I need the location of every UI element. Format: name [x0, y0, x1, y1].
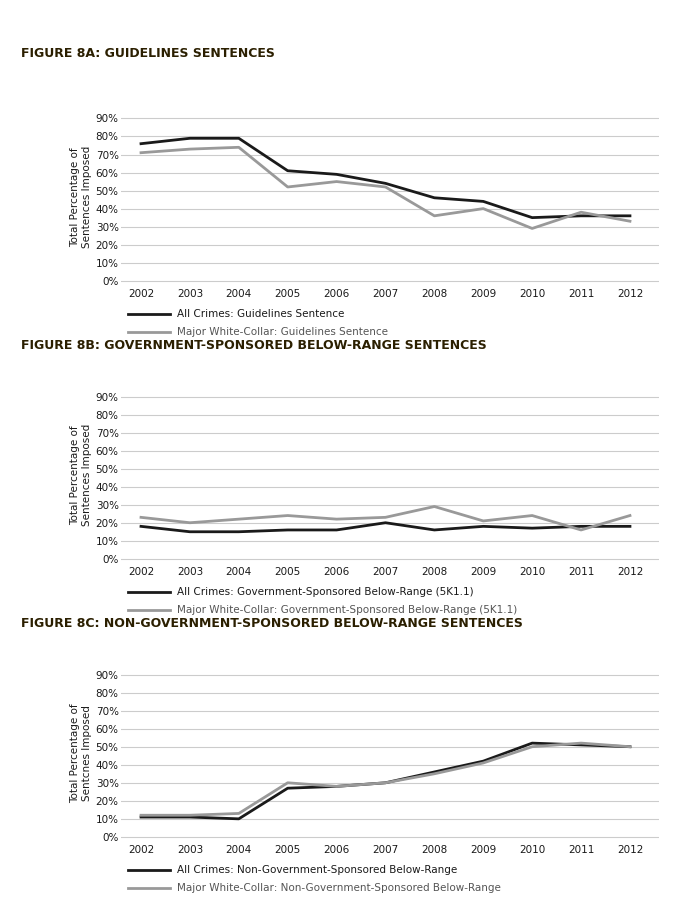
Text: Major White-Collar: Government-Sponsored Below-Range (5K1.1): Major White-Collar: Government-Sponsored…	[177, 605, 517, 615]
Text: FIGURE 8C: NON-GOVERNMENT-SPONSORED BELOW-RANGE SENTENCES: FIGURE 8C: NON-GOVERNMENT-SPONSORED BELO…	[21, 617, 523, 630]
Text: All Crimes: Non-Government-Sponsored Below-Range: All Crimes: Non-Government-Sponsored Bel…	[177, 865, 457, 875]
Text: Major White-Collar: Guidelines Sentence: Major White-Collar: Guidelines Sentence	[177, 327, 388, 337]
Text: FIGURE 8A: GUIDELINES SENTENCES: FIGURE 8A: GUIDELINES SENTENCES	[21, 48, 275, 60]
Text: All Crimes: Government-Sponsored Below-Range (5K1.1): All Crimes: Government-Sponsored Below-R…	[177, 587, 473, 597]
Y-axis label: Total Percentage of
Sentences Imposed: Total Percentage of Sentences Imposed	[70, 146, 92, 248]
Text: Major White-Collar: Non-Government-Sponsored Below-Range: Major White-Collar: Non-Government-Spons…	[177, 883, 501, 893]
Text: FIGURE 8B: GOVERNMENT-SPONSORED BELOW-RANGE SENTENCES: FIGURE 8B: GOVERNMENT-SPONSORED BELOW-RA…	[21, 339, 486, 352]
Text: All Crimes: Guidelines Sentence: All Crimes: Guidelines Sentence	[177, 309, 344, 319]
Y-axis label: Total Percentage of
Sentences Imposed: Total Percentage of Sentences Imposed	[70, 424, 92, 526]
Y-axis label: Total Percentage of
Sentcnes Imposed: Total Percentage of Sentcnes Imposed	[70, 703, 92, 803]
